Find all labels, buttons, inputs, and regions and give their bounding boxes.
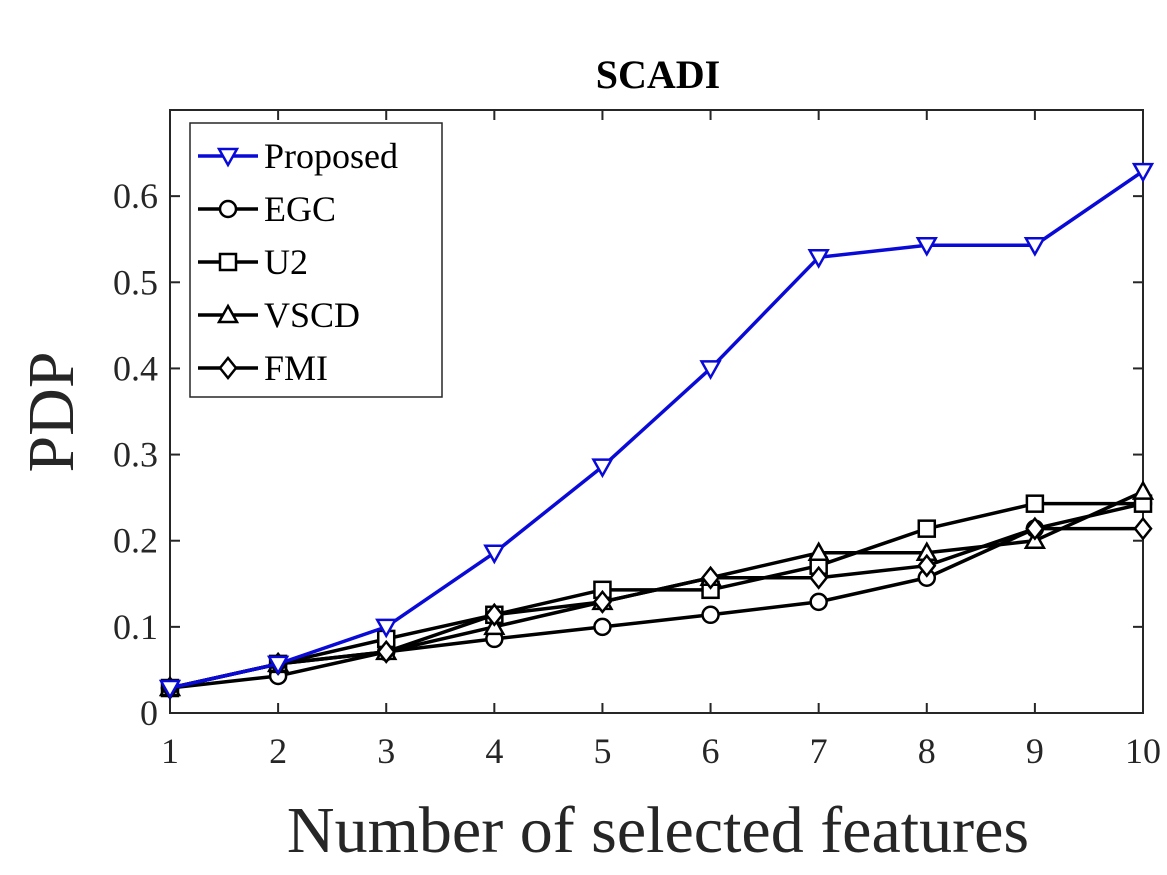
y-tick-label: 0.4 [113,348,158,388]
x-tick-label: 5 [593,731,611,771]
data-point-vscd [807,541,830,562]
legend-marker-vscd [216,303,240,324]
data-point-fmi [917,553,937,578]
legend-marker-fmi [218,355,238,381]
data-point-proposed [266,655,290,676]
x-tick-label: 10 [1125,731,1161,771]
data-point-proposed [158,679,182,700]
x-tick-label: 4 [485,731,503,771]
y-axis: 0 0.1 0.2 0.3 0.4 0.5 0.6 [113,176,1143,733]
data-point-proposed [1023,236,1047,257]
data-point-proposed [915,236,938,257]
data-point-proposed [591,458,614,479]
x-tick-label: 8 [918,731,936,771]
legend-label-vscd: VSCD [264,295,360,335]
legend-marker-proposed [216,147,240,168]
y-tick-label: 0.5 [113,262,158,302]
data-point-fmi [700,565,721,590]
data-point-fmi [1025,516,1045,541]
data-point-proposed [699,360,722,380]
legend-marker-egc [218,199,238,219]
data-point-vscd [1131,480,1155,500]
y-tick-label: 0.6 [113,176,158,216]
y-axis-label: PDP [15,351,88,472]
data-point-fmi [376,639,396,664]
chart-title: SCADI [596,52,720,97]
data-point-u2 [917,519,937,538]
x-axis: 1 2 3 4 5 6 7 8 9 10 [161,110,1161,771]
x-axis-label: Number of selected features [287,794,1029,867]
series-line-egc [169,501,1144,690]
x-tick-label: 1 [161,731,179,771]
y-tick-label: 0.3 [113,435,158,475]
legend-label-egc: EGC [264,189,336,229]
series-line-proposed [169,169,1144,690]
x-tick-label: 7 [810,731,828,771]
data-point-proposed [375,618,398,639]
x-tick-label: 2 [269,731,287,771]
legend: Proposed EGC U2 VSCD FMI [189,122,443,398]
y-tick-label: 0 [140,693,158,733]
series-proposed [158,162,1155,700]
x-tick-label: 3 [377,731,395,771]
data-point-fmi [484,602,504,627]
legend-label-fmi: FMI [264,348,328,388]
legend-marker-u2 [218,252,238,272]
data-point-proposed [483,544,506,565]
data-point-fmi [1133,516,1153,541]
legend-label-u2: U2 [264,242,308,282]
series-line-fmi [169,526,1143,690]
data-point-fmi [592,589,613,614]
data-point-egc [701,605,720,625]
series-layer [158,162,1155,701]
x-tick-label: 9 [1026,731,1044,771]
data-point-egc [809,592,828,612]
data-point-proposed [807,249,830,269]
data-point-egc [593,617,612,637]
y-tick-label: 0.1 [113,607,158,647]
data-point-u2 [1025,494,1045,513]
data-point-fmi [809,565,829,590]
x-tick-label: 6 [702,731,720,771]
y-tick-label: 0.2 [113,521,158,561]
data-point-proposed [1131,162,1155,183]
legend-label-proposed: Proposed [264,136,398,176]
